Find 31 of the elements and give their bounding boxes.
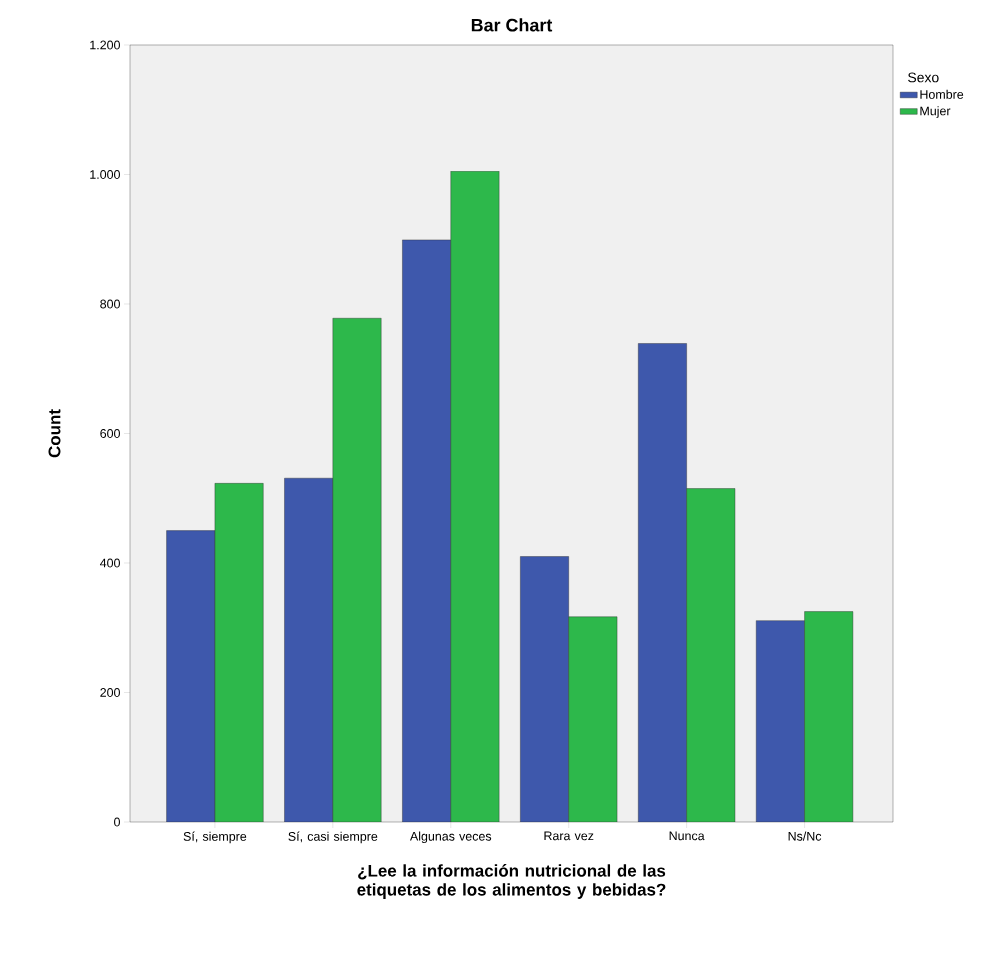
x-axis-title: ¿Lee la información nutricional de las etiquetas de los alimentos y bebidas? [357, 864, 666, 899]
y-tick-label: 200 [100, 688, 120, 697]
bar [686, 488, 735, 822]
bar [402, 239, 451, 822]
bar [804, 611, 854, 822]
bar [756, 620, 805, 822]
x-tick-label: Ns/Nc [788, 831, 822, 841]
y-tick-label: 1.200 [90, 40, 120, 50]
y-tick-label: 400 [99, 558, 120, 568]
legend-label: Mujer [920, 106, 951, 118]
y-tick-label: 800 [100, 299, 120, 309]
chart-title: Bar Chart [471, 18, 553, 32]
x-tick-label: Sí, siempre [183, 831, 247, 844]
legend-title: Sexo [908, 72, 939, 83]
bar [450, 171, 500, 822]
bar [568, 616, 618, 822]
bar [166, 530, 215, 822]
legend-label: Hombre [920, 89, 964, 99]
y-tick-label: 1.000 [90, 170, 120, 179]
x-tick-label: Algunas veces [409, 831, 492, 844]
y-axis-title: Count [48, 409, 61, 458]
x-tick-label: Nunca [669, 831, 705, 841]
x-tick-label: Sí, casi siempre [288, 831, 378, 844]
bar [520, 556, 569, 822]
y-tick-label: 0 [114, 817, 120, 827]
x-tick-label: Rara vez [544, 831, 594, 841]
bar [214, 483, 264, 822]
bar [332, 318, 382, 822]
bar [638, 343, 687, 822]
y-tick-label: 600 [100, 429, 120, 438]
bar [284, 478, 333, 822]
